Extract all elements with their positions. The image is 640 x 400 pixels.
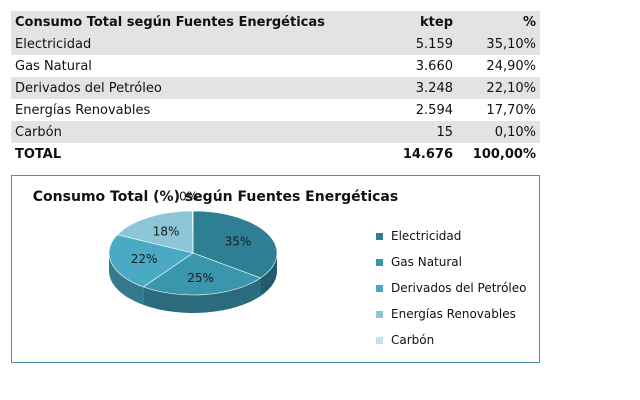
pie-data-label: 25% — [187, 271, 214, 285]
row-ktep: 5.159 — [349, 33, 457, 55]
pie-data-label: 0% — [179, 190, 198, 204]
legend-label: Energías Renovables — [391, 307, 516, 321]
pie-slice-4 — [192, 210, 194, 254]
legend-item: Carbón — [376, 327, 527, 353]
row-label: Energías Renovables — [15, 102, 151, 118]
legend-swatch — [376, 336, 383, 344]
table-row: Electricidad 5.159 35,10% — [11, 33, 540, 55]
pie-slice-3 — [116, 210, 194, 254]
pie-chart: Consumo Total (%) según Fuentes Energéti… — [11, 175, 540, 363]
legend-item: Derivados del Petróleo — [376, 275, 527, 301]
chart-legend: Electricidad Gas Natural Derivados del Pet… — [376, 223, 527, 353]
table-row: Derivados del Petróleo 3.248 22,10% — [11, 77, 540, 99]
legend-item: Energías Renovables — [376, 301, 527, 327]
table-header-row: Consumo Total según Fuentes Energéticas … — [11, 11, 540, 33]
chart-title: Consumo Total (%) según Fuentes Energéti… — [32, 189, 399, 205]
row-percent: 24,90% — [486, 58, 536, 74]
energy-table: Consumo Total según Fuentes Energéticas … — [11, 11, 540, 165]
pie-plot: 35% 25% 22% 18% 0% — [108, 190, 278, 313]
row-percent: 22,10% — [457, 77, 540, 99]
row-label: Carbón — [11, 121, 349, 143]
row-percent: 0,10% — [457, 121, 540, 143]
legend-swatch — [376, 258, 383, 266]
table-header-ktep: ktep — [349, 11, 457, 33]
legend-item: Gas Natural — [376, 249, 527, 275]
row-ktep: 3.660 — [415, 58, 453, 74]
table-header-percent: % — [457, 11, 540, 33]
pie-slice-2 — [108, 234, 194, 288]
row-ktep: 15 — [349, 121, 457, 143]
pie-data-label: 22% — [131, 252, 158, 266]
legend-swatch — [376, 310, 383, 318]
row-percent: 17,70% — [486, 102, 536, 118]
row-ktep: 2.594 — [415, 102, 453, 118]
row-percent: 35,10% — [457, 33, 540, 55]
pie-slice-0 — [192, 210, 278, 279]
legend-label: Gas Natural — [391, 255, 462, 269]
table-header-title: Consumo Total según Fuentes Energéticas — [11, 11, 349, 33]
legend-label: Carbón — [391, 333, 435, 347]
pie-side-1 — [143, 277, 261, 313]
total-label: TOTAL — [15, 146, 62, 162]
legend-label: Derivados del Petróleo — [391, 281, 527, 295]
row-ktep: 3.248 — [349, 77, 457, 99]
pie-data-label: 35% — [225, 235, 252, 249]
legend-label: Electricidad — [391, 229, 462, 243]
pie-side-0 — [260, 253, 277, 296]
pie-side-2 — [109, 253, 144, 305]
table-row: Carbón 15 0,10% — [11, 121, 540, 143]
legend-swatch — [376, 232, 383, 240]
table-total-row: TOTAL 14.676 100,00% — [11, 143, 540, 165]
legend-item: Electricidad — [376, 223, 527, 249]
pie-data-label: 18% — [153, 225, 180, 239]
legend-swatch — [376, 284, 383, 292]
table-row: Energías Renovables 2.594 17,70% — [11, 99, 540, 121]
total-ktep: 14.676 — [402, 146, 453, 162]
row-label: Derivados del Petróleo — [11, 77, 349, 99]
row-label: Electricidad — [11, 33, 349, 55]
total-percent: 100,00% — [472, 146, 536, 162]
pie-slice-1 — [142, 252, 262, 296]
table-row: Gas Natural 3.660 24,90% — [11, 55, 540, 77]
row-label: Gas Natural — [15, 58, 92, 74]
